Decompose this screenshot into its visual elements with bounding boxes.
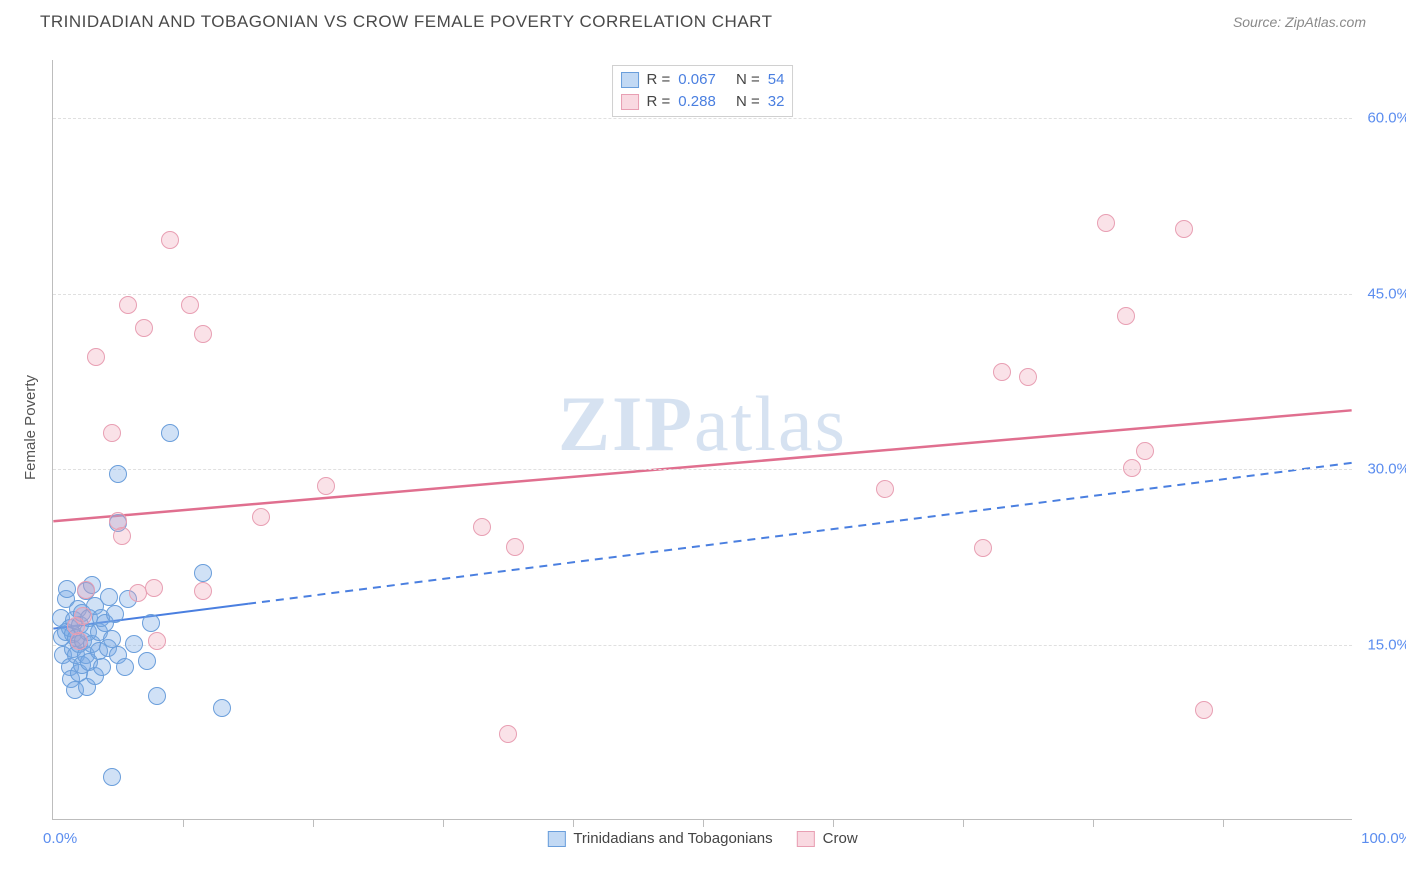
scatter-point-pink — [74, 607, 92, 625]
scatter-point-blue — [116, 658, 134, 676]
scatter-point-pink — [70, 632, 88, 650]
r-label: R = — [647, 91, 671, 113]
r-value: 0.067 — [678, 69, 716, 91]
scatter-point-blue — [93, 658, 111, 676]
scatter-point-pink — [499, 725, 517, 743]
r-value: 0.288 — [678, 91, 716, 113]
scatter-point-blue — [100, 588, 118, 606]
swatch-pink-icon — [797, 831, 815, 847]
scatter-point-pink — [993, 363, 1011, 381]
chart-header: TRINIDADIAN AND TOBAGONIAN VS CROW FEMAL… — [0, 0, 1406, 40]
n-label: N = — [736, 69, 760, 91]
scatter-point-pink — [252, 508, 270, 526]
trend-line-pink — [53, 410, 1351, 521]
scatter-point-pink — [1117, 307, 1135, 325]
x-tick — [703, 819, 704, 827]
scatter-point-pink — [974, 539, 992, 557]
gridline — [53, 469, 1352, 470]
scatter-point-pink — [1123, 459, 1141, 477]
scatter-point-pink — [473, 518, 491, 536]
n-value: 54 — [768, 69, 785, 91]
n-label: N = — [736, 91, 760, 113]
scatter-point-pink — [317, 477, 335, 495]
legend-label: Trinidadians and Tobagonians — [573, 830, 772, 847]
scatter-point-blue — [161, 424, 179, 442]
x-tick — [1093, 819, 1094, 827]
scatter-point-blue — [148, 687, 166, 705]
scatter-point-blue — [103, 630, 121, 648]
gridline — [53, 645, 1352, 646]
legend-series: Trinidadians and Tobagonians Crow — [547, 830, 857, 847]
scatter-point-pink — [113, 527, 131, 545]
scatter-point-pink — [148, 632, 166, 650]
scatter-point-blue — [213, 699, 231, 717]
legend-stats-row: R = 0.288 N = 32 — [621, 91, 785, 113]
y-tick-label: 15.0% — [1367, 636, 1406, 653]
scatter-point-pink — [181, 296, 199, 314]
swatch-blue-icon — [621, 72, 639, 88]
x-axis-max-label: 100.0% — [1361, 830, 1406, 847]
r-label: R = — [647, 69, 671, 91]
scatter-point-blue — [103, 768, 121, 786]
scatter-point-pink — [876, 480, 894, 498]
scatter-point-blue — [106, 605, 124, 623]
scatter-point-blue — [138, 652, 156, 670]
trend-lines — [53, 60, 1352, 819]
scatter-point-pink — [194, 582, 212, 600]
scatter-point-pink — [194, 325, 212, 343]
chart-source: Source: ZipAtlas.com — [1233, 14, 1366, 30]
gridline — [53, 294, 1352, 295]
y-tick-label: 60.0% — [1367, 110, 1406, 127]
x-tick — [573, 819, 574, 827]
scatter-point-pink — [1195, 701, 1213, 719]
y-tick-label: 45.0% — [1367, 285, 1406, 302]
x-tick — [183, 819, 184, 827]
legend-stats: R = 0.067 N = 54 R = 0.288 N = 32 — [612, 65, 794, 117]
scatter-point-pink — [119, 296, 137, 314]
y-axis-title: Female Poverty — [22, 375, 39, 480]
scatter-point-pink — [77, 581, 95, 599]
legend-label: Crow — [823, 830, 858, 847]
scatter-point-blue — [194, 564, 212, 582]
legend-item: Trinidadians and Tobagonians — [547, 830, 772, 847]
scatter-point-pink — [103, 424, 121, 442]
scatter-point-blue — [125, 635, 143, 653]
scatter-chart: ZIPatlas R = 0.067 N = 54 R = 0.288 N = … — [52, 60, 1352, 820]
scatter-point-pink — [87, 348, 105, 366]
scatter-point-pink — [145, 579, 163, 597]
scatter-point-pink — [1136, 442, 1154, 460]
chart-title: TRINIDADIAN AND TOBAGONIAN VS CROW FEMAL… — [40, 12, 773, 32]
swatch-pink-icon — [621, 94, 639, 110]
x-tick — [1223, 819, 1224, 827]
scatter-point-pink — [1097, 214, 1115, 232]
n-value: 32 — [768, 91, 785, 113]
scatter-point-blue — [142, 614, 160, 632]
legend-item: Crow — [797, 830, 858, 847]
x-tick — [833, 819, 834, 827]
scatter-point-blue — [109, 465, 127, 483]
y-tick-label: 30.0% — [1367, 461, 1406, 478]
trend-line-blue-dashed — [248, 463, 1352, 604]
x-tick — [313, 819, 314, 827]
x-axis-min-label: 0.0% — [43, 830, 77, 847]
gridline — [53, 118, 1352, 119]
swatch-blue-icon — [547, 831, 565, 847]
scatter-point-pink — [1019, 368, 1037, 386]
scatter-point-pink — [161, 231, 179, 249]
scatter-point-blue — [58, 580, 76, 598]
scatter-point-pink — [506, 538, 524, 556]
scatter-point-pink — [129, 584, 147, 602]
scatter-point-pink — [135, 319, 153, 337]
x-tick — [963, 819, 964, 827]
scatter-point-pink — [1175, 220, 1193, 238]
x-tick — [443, 819, 444, 827]
legend-stats-row: R = 0.067 N = 54 — [621, 69, 785, 91]
